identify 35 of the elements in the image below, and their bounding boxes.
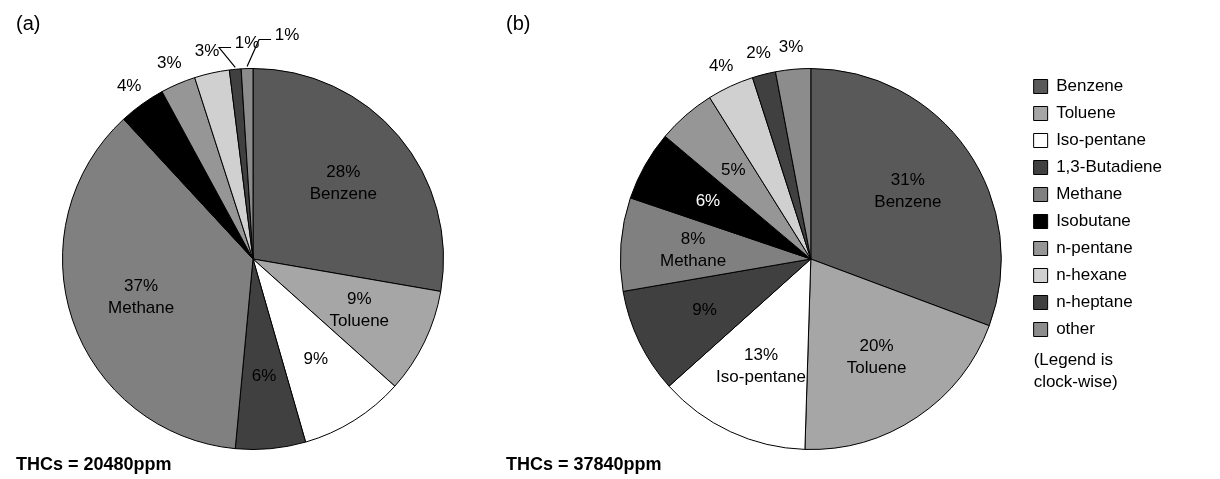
data-label: 13% Iso-pentane bbox=[716, 344, 806, 386]
data-label: 9% bbox=[303, 348, 329, 368]
data-label: 1% bbox=[274, 25, 300, 45]
legend-label: Methane bbox=[1056, 184, 1123, 204]
legend-label: Toluene bbox=[1056, 103, 1116, 123]
data-label: 37% Methane bbox=[108, 275, 175, 317]
data-label: 3% bbox=[778, 37, 804, 57]
data-label: 9% Toluene bbox=[329, 289, 390, 331]
data-label: 31% Benzene bbox=[874, 170, 942, 212]
data-label: 9% bbox=[692, 300, 717, 320]
text: THCs = 20480ppm bbox=[16, 453, 172, 474]
data-label: 4% bbox=[708, 56, 734, 76]
data-label: 8% Methane bbox=[659, 228, 727, 270]
data-label: 28% Benzene bbox=[309, 161, 377, 203]
legend-label: n-hexane bbox=[1056, 265, 1128, 285]
legend-label: n-pentane bbox=[1056, 238, 1133, 258]
data-label: 2% bbox=[746, 42, 771, 62]
data-label: 6% bbox=[695, 190, 721, 210]
data-label: 20% Toluene bbox=[846, 335, 907, 377]
data-label: 4% bbox=[116, 76, 142, 95]
chart-title: (b) bbox=[506, 11, 531, 34]
data-label: 3% bbox=[194, 41, 220, 61]
text: THCs = 37840ppm bbox=[506, 453, 662, 474]
legend-label: Benzene bbox=[1056, 76, 1124, 96]
legend-label: other bbox=[1056, 319, 1096, 339]
data-label: 5% bbox=[721, 159, 746, 179]
data-label: 3% bbox=[157, 53, 182, 73]
legend-label: Isobutane bbox=[1056, 211, 1131, 231]
legend-label: Iso-pentane bbox=[1056, 130, 1146, 150]
data-label: 1% bbox=[234, 33, 260, 53]
text: (Legend is clock-wise) bbox=[1033, 350, 1118, 392]
data-label: 6% bbox=[251, 366, 277, 386]
legend-label: n-heptane bbox=[1056, 292, 1133, 312]
chart-title: (a) bbox=[16, 11, 41, 34]
legend-label: 1,3-Butadiene bbox=[1056, 157, 1163, 177]
